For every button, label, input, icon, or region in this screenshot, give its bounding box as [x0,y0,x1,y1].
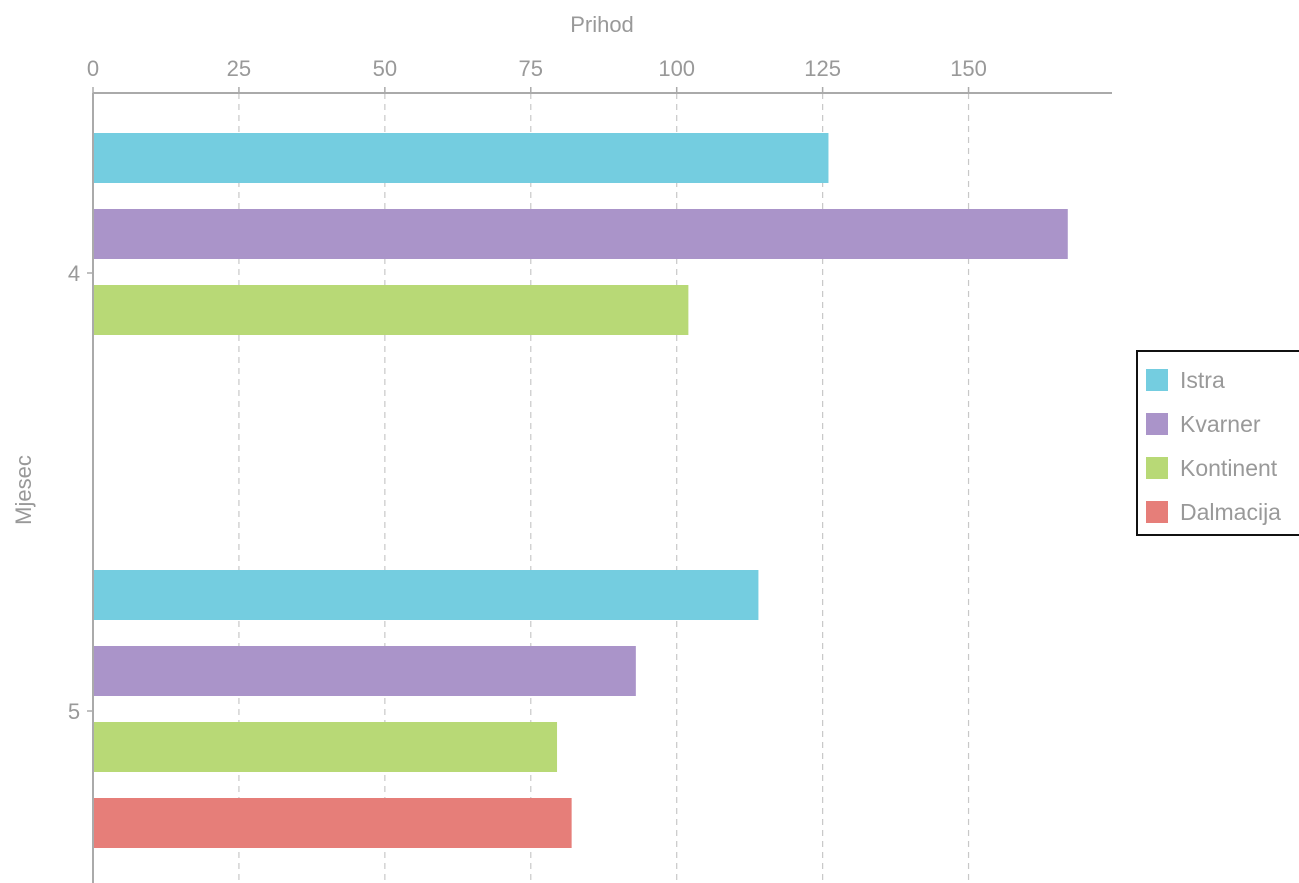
bar-kontinent-4 [93,285,689,335]
x-axis-title: Prihod [570,12,634,37]
x-tick-label: 150 [950,56,987,81]
x-tick-label: 0 [87,56,99,81]
legend-swatch [1146,413,1168,435]
axes: 0 25 50 75 100 125 150 4 5 [68,56,1112,883]
bar-kontinent-5 [93,722,558,772]
y-axis-title: Mjesec [11,455,36,525]
legend-swatch [1146,369,1168,391]
legend-swatch [1146,501,1168,523]
legend-label: Kvarner [1180,410,1261,437]
y-tick-label: 5 [68,699,80,724]
bar-kvarner-4 [93,209,1068,259]
bar-dalmacija-5 [93,798,572,848]
bar-kvarner-5 [93,646,636,696]
legend-swatch [1146,457,1168,479]
x-tick-label: 125 [804,56,841,81]
legend-item-kontinent: Kontinent [1146,453,1277,483]
legend-label: Dalmacija [1180,498,1281,525]
x-tick-label: 100 [658,56,695,81]
x-tick-label: 75 [519,56,543,81]
legend-label: Istra [1180,366,1225,393]
legend-item-istra: Istra [1146,365,1225,395]
legend: Istra Kvarner Kontinent Dalmacija [1136,350,1299,536]
y-tick-label: 4 [68,261,80,286]
legend-label: Kontinent [1180,454,1278,481]
legend-item-dalmacija: Dalmacija [1146,497,1281,527]
x-tick-label: 50 [373,56,397,81]
x-tick-label: 25 [227,56,251,81]
legend-item-kvarner: Kvarner [1146,409,1261,439]
bar-istra-5 [93,570,759,620]
bars [93,133,1068,848]
bar-istra-4 [93,133,829,183]
